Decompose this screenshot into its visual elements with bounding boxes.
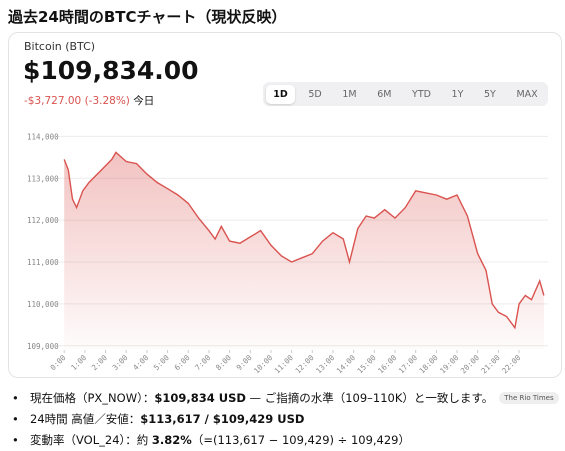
- x-tick-label: 21:00: [479, 353, 502, 376]
- x-tick-label: 20:00: [459, 353, 482, 376]
- x-tick-label: 16:00: [376, 353, 399, 376]
- bullet-text: （=(113,617 − 109,429) ÷ 109,429）: [191, 433, 410, 447]
- bullet: 変動率（VOL_24）：約 3.82%（=(113,617 − 109,429)…: [12, 430, 559, 451]
- y-tick-label: 113,000: [27, 174, 59, 183]
- x-tick-label: 6:00: [173, 353, 192, 372]
- x-tick-label: 7:00: [193, 353, 212, 372]
- change-value: -$3,727.00 (-3.28%): [24, 95, 130, 107]
- bullet-text: 現在価格（PX_NOW）：: [30, 391, 155, 405]
- y-tick-label: 110,000: [27, 300, 59, 309]
- y-tick-label: 112,000: [27, 216, 59, 225]
- range-tab[interactable]: 5D: [308, 88, 322, 100]
- x-tick-label: 13:00: [314, 353, 337, 376]
- y-tick-label: 114,000: [27, 132, 59, 141]
- bullet-text: 変動率（VOL_24）：約: [30, 433, 152, 447]
- x-tick-label: 19:00: [438, 353, 461, 376]
- bullet: 現在価格（PX_NOW）：$109,834 USD — ご指摘の水準（109–1…: [12, 388, 559, 409]
- price-line: [63, 151, 545, 330]
- range-tab[interactable]: 1D: [266, 84, 295, 104]
- x-tick-label: 15:00: [355, 353, 378, 376]
- x-tick-label: 10:00: [252, 353, 275, 376]
- bullet-text: $113,617 / $109,429 USD: [140, 412, 305, 426]
- x-tick-label: 8:00: [214, 353, 233, 372]
- x-tick-label: 5:00: [152, 353, 171, 372]
- area: [64, 152, 544, 350]
- range-tab[interactable]: YTD: [412, 88, 431, 100]
- y-tick-label: 111,000: [27, 258, 59, 267]
- x-tick-label: 18:00: [417, 353, 440, 376]
- x-tick-label: 0:00: [48, 353, 67, 372]
- bullets: 現在価格（PX_NOW）：$109,834 USD — ご指摘の水準（109–1…: [12, 388, 559, 451]
- range-tab[interactable]: MAX: [516, 88, 538, 100]
- card: [8, 32, 562, 378]
- x-tick-label: 12:00: [293, 353, 316, 376]
- range-tabs: 1D 5D 1M 6M YTD 1Y 5Y MAX: [263, 82, 548, 106]
- range-tab[interactable]: 6M: [377, 88, 392, 100]
- x-tick-label: 2:00: [90, 353, 109, 372]
- range-tab[interactable]: 5Y: [484, 88, 496, 100]
- bullet: 24時間 高値／安値：$113,617 / $109,429 USD: [12, 409, 559, 430]
- x-tick-label: 11:00: [273, 353, 296, 376]
- price: $109,834.00: [23, 56, 199, 85]
- x-tick-label: 3:00: [111, 353, 130, 372]
- change: -$3,727.00 (-3.28%) 今日: [24, 93, 154, 108]
- bullet-text: $109,834 USD: [154, 391, 246, 405]
- bullet-text: 24時間 高値／安値：: [30, 412, 141, 426]
- x-tick-label: 14:00: [335, 353, 358, 376]
- heading: 過去24時間のBTCチャート（現状反映）: [8, 8, 287, 26]
- bullet-text: — ご指摘の水準（109–110K）と一致します。: [245, 391, 494, 405]
- range-tab[interactable]: 1M: [342, 88, 357, 100]
- x-tick-label: 1:00: [69, 353, 88, 372]
- range-tab[interactable]: 1Y: [451, 88, 464, 100]
- x-tick-label: 22:00: [500, 353, 523, 376]
- y-tick-label: 109,000: [27, 342, 59, 351]
- asset-name: Bitcoin (BTC): [24, 40, 96, 53]
- source-badge[interactable]: The Rio Times: [499, 392, 559, 404]
- bullet-text: 3.82%: [151, 433, 192, 447]
- chart: 109,000 110,000 111,000 112,000 113,000 114,0…: [27, 132, 548, 376]
- x-tick-label: 17:00: [397, 353, 420, 376]
- period: 今日: [133, 95, 155, 107]
- x-tick-label: 4:00: [131, 353, 150, 372]
